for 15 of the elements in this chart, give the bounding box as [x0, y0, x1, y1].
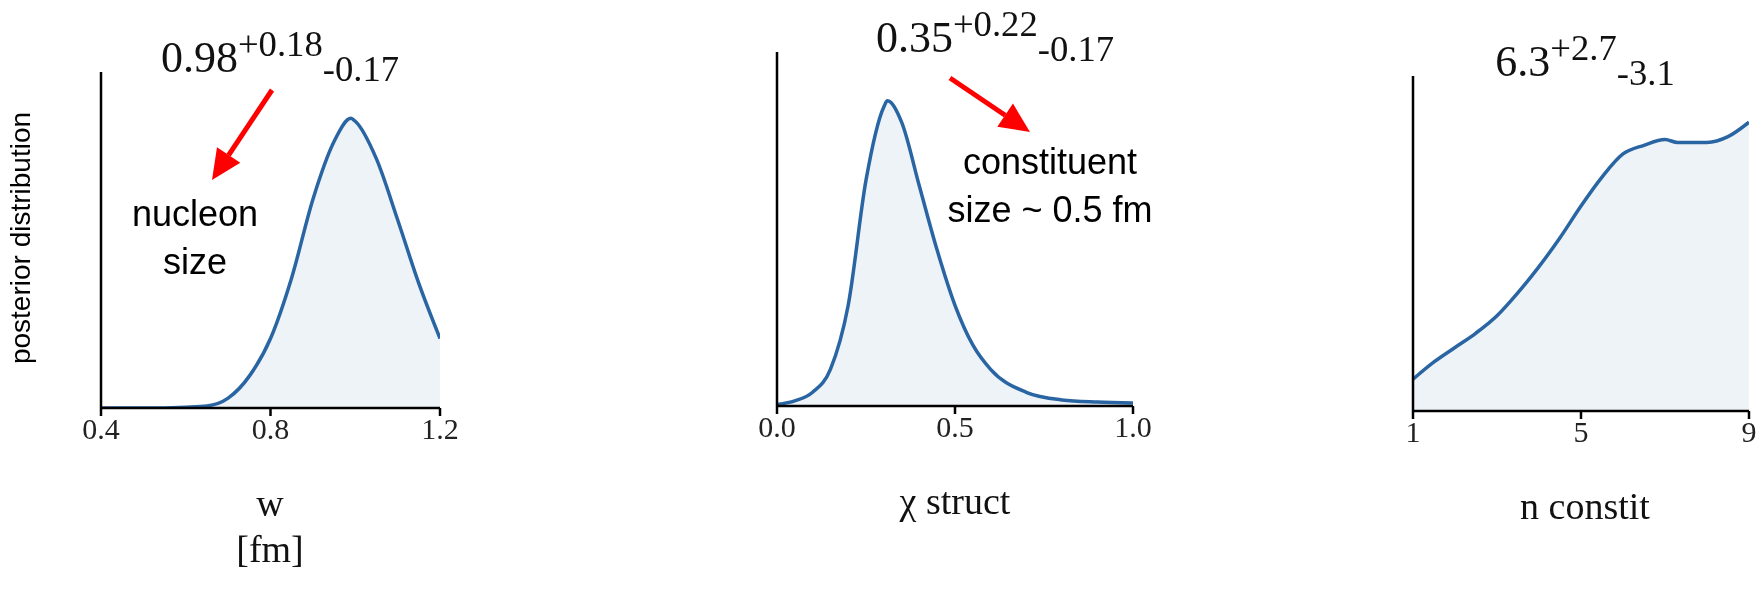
x-axis-title: χ struct [898, 479, 1012, 524]
x-tick-label: 1 [1405, 415, 1421, 449]
x-axis-title: w [fm] [235, 481, 305, 572]
x-tick-label: 9 [1741, 415, 1757, 449]
annotation: constituent size ~ 0.5 fm [946, 140, 1154, 232]
x-tick-label: 0.8 [251, 412, 290, 446]
x-tick-label: 1.2 [421, 412, 459, 446]
x-tick-label: 5 [1573, 415, 1589, 449]
x-tick-label: 0.4 [82, 412, 120, 446]
x-tick-label: 1.0 [1114, 410, 1152, 444]
x-tick-label: 0.5 [936, 410, 974, 444]
x-tick-label: 0.0 [758, 410, 796, 444]
x-axis-title: n constit [1519, 484, 1651, 529]
annotation: nucleon size [130, 192, 260, 284]
y-axis-title: posterior distribution [5, 110, 37, 367]
